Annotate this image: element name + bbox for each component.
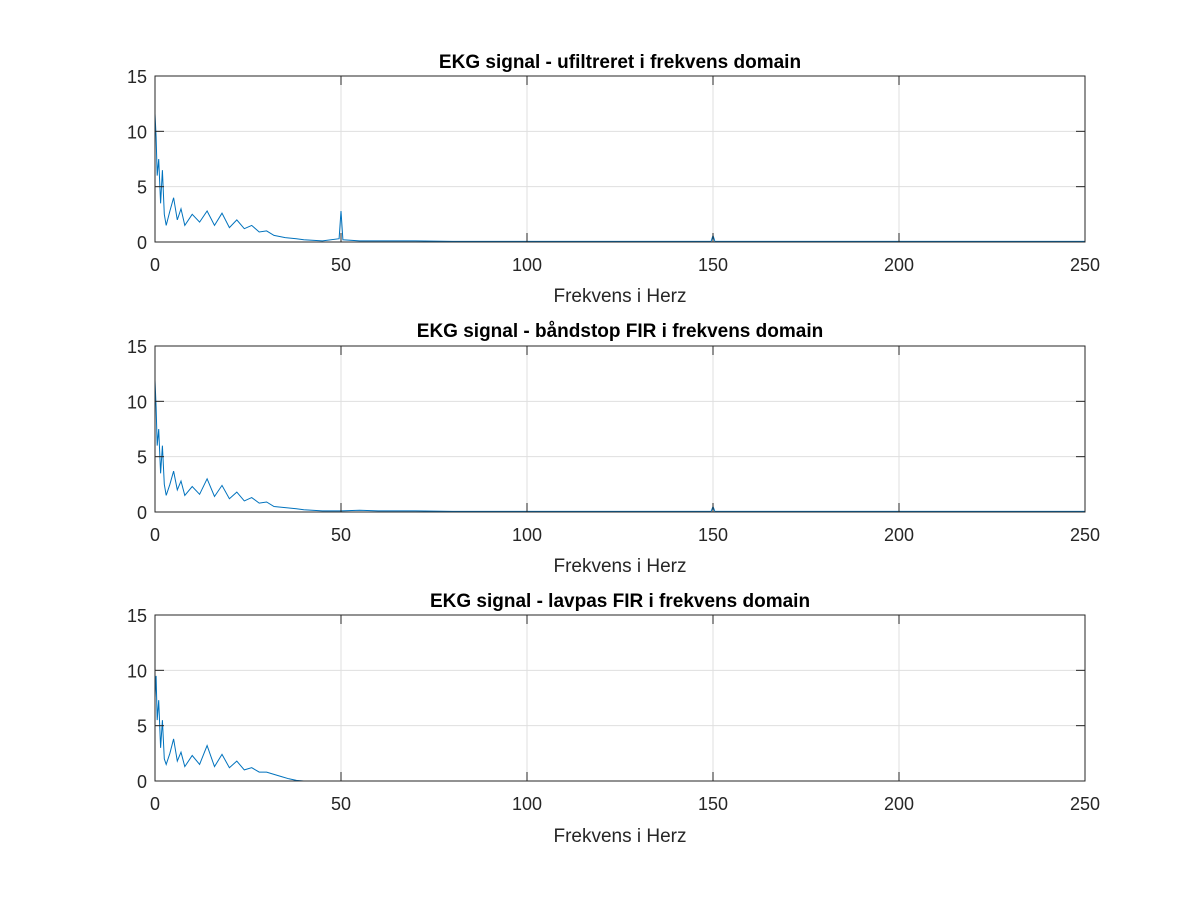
subplot-3-ytick-10: 10 [127, 661, 147, 681]
subplot-3-xtick-50: 50 [331, 794, 351, 814]
subplot-2-xtick-200: 200 [884, 525, 914, 545]
subplot-2-ytick-0: 0 [137, 503, 147, 523]
subplot-1-title: EKG signal - ufiltreret i frekvens domai… [439, 52, 801, 73]
subplot-1-axes-box [154, 75, 1086, 243]
subplot-2-xtick-250: 250 [1070, 525, 1100, 545]
subplot-1-xtick-50: 50 [331, 255, 351, 275]
subplot-2: EKG signal - båndstop FIR i frekvens dom… [127, 321, 1100, 577]
subplot-3-xtick-250: 250 [1070, 794, 1100, 814]
subplot-1-ticks [154, 75, 1086, 243]
subplot-1-xlabel: Frekvens i Herz [553, 286, 686, 307]
subplot-3-title: EKG signal - lavpas FIR i frekvens domai… [430, 591, 810, 612]
subplot-1-xtick-100: 100 [512, 255, 542, 275]
subplot-3-axes-box [154, 614, 1086, 782]
subplot-2-xtick-100: 100 [512, 525, 542, 545]
subplot-2-xtick-150: 150 [698, 525, 728, 545]
subplot-1-xtick-150: 150 [698, 255, 728, 275]
subplot-1-xtick-200: 200 [884, 255, 914, 275]
subplot-2-ytick-15: 15 [127, 337, 147, 357]
subplot-3: EKG signal - lavpas FIR i frekvens domai… [127, 591, 1100, 847]
subplot-2-xlabel: Frekvens i Herz [553, 556, 686, 577]
subplot-3-ytick-0: 0 [137, 772, 147, 792]
subplot-2-xtick-0: 0 [150, 525, 160, 545]
subplot-1-ytick-0: 0 [137, 233, 147, 253]
subplot-2-title: EKG signal - båndstop FIR i frekvens dom… [417, 321, 823, 342]
subplot-2-ytick-5: 5 [137, 448, 147, 468]
subplot-3-xtick-150: 150 [698, 794, 728, 814]
subplot-3-xtick-200: 200 [884, 794, 914, 814]
subplot-1: EKG signal - ufiltreret i frekvens domai… [127, 52, 1100, 307]
subplot-2-ytick-10: 10 [127, 392, 147, 412]
subplot-3-xtick-0: 0 [150, 794, 160, 814]
subplot-1-ytick-15: 15 [127, 67, 147, 87]
subplot-1-ytick-5: 5 [137, 178, 147, 198]
subplot-2-series-line [154, 380, 1085, 512]
subplot-2-grid [155, 346, 1085, 512]
subplot-1-ytick-10: 10 [127, 122, 147, 142]
subplot-3-xlabel: Frekvens i Herz [553, 826, 686, 847]
subplot-3-ticks [154, 614, 1086, 782]
subplot-2-axes-box [154, 345, 1086, 513]
subplot-3-xtick-100: 100 [512, 794, 542, 814]
subplot-2-xtick-50: 50 [331, 525, 351, 545]
subplot-3-grid [155, 615, 1085, 781]
subplot-2-ticks [154, 345, 1086, 513]
subplot-1-grid [155, 76, 1085, 242]
subplot-1-xtick-250: 250 [1070, 255, 1100, 275]
subplot-3-ytick-5: 5 [137, 717, 147, 737]
subplot-3-ytick-15: 15 [127, 606, 147, 626]
subplot-1-xtick-0: 0 [150, 255, 160, 275]
subplot-1-series-line [154, 113, 1085, 242]
